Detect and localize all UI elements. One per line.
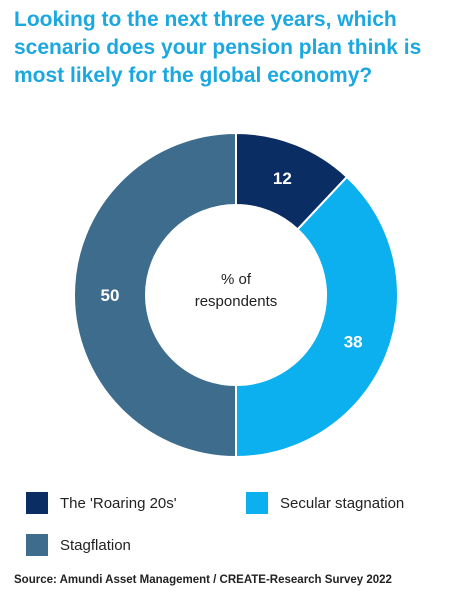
legend-swatch-secular-stagnation — [246, 492, 268, 514]
slice-secular-stagnation — [235, 175, 399, 459]
legend-item-stagflation: Stagflation — [26, 534, 131, 556]
source-note: Source: Amundi Asset Management / CREATE… — [14, 574, 392, 586]
chart-title: Looking to the next three years, which s… — [14, 8, 422, 87]
slice-label-stagflation: 50 — [101, 286, 120, 305]
center-label-line-1: % of — [221, 271, 252, 288]
slice-label-the-roaring-20s: 12 — [273, 169, 292, 188]
legend: The 'Roaring 20s' Secular stagnation Sta… — [22, 492, 442, 572]
legend-label-stagflation: Stagflation — [60, 536, 131, 554]
legend-item-secular-stagnation: Secular stagnation — [246, 492, 404, 514]
legend-swatch-stagflation — [26, 534, 48, 556]
legend-label-secular-stagnation: Secular stagnation — [280, 494, 405, 512]
center-label-line-2: respondents — [195, 293, 278, 310]
donut-chart: 12 38 50 % of respondents — [73, 131, 399, 459]
legend-label-roaring-20s: The 'Roaring 20s' — [60, 494, 177, 512]
donut-slices — [73, 131, 399, 459]
slice-label-secular-stagnation: 38 — [344, 332, 363, 351]
donut-slice-labels: 12 38 50 — [101, 169, 363, 352]
legend-item-roaring-20s: The 'Roaring 20s' — [26, 492, 177, 514]
slice-stagflation — [73, 131, 237, 459]
legend-swatch-roaring-20s — [26, 492, 48, 514]
